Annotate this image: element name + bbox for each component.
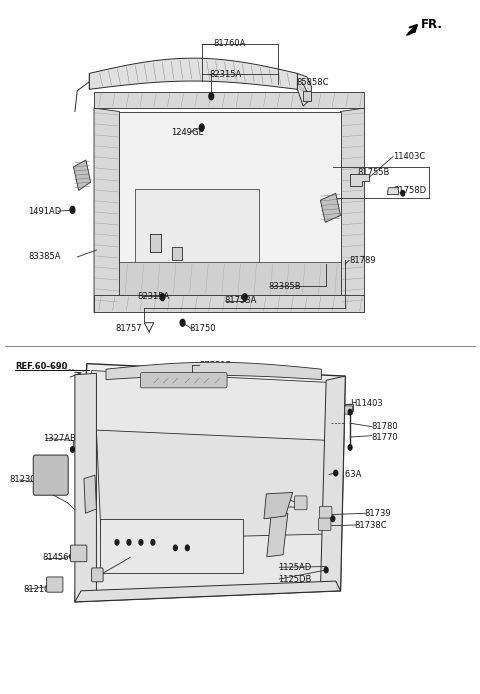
- Text: 1125DB: 1125DB: [278, 575, 312, 584]
- Polygon shape: [321, 376, 345, 591]
- FancyBboxPatch shape: [320, 507, 332, 519]
- Polygon shape: [73, 160, 91, 190]
- Text: 1125DA: 1125DA: [127, 553, 160, 562]
- FancyBboxPatch shape: [33, 455, 68, 496]
- Polygon shape: [94, 92, 364, 108]
- FancyBboxPatch shape: [135, 189, 259, 279]
- Polygon shape: [94, 295, 364, 312]
- Polygon shape: [321, 193, 340, 222]
- Polygon shape: [75, 581, 340, 602]
- Polygon shape: [94, 108, 120, 312]
- Polygon shape: [96, 430, 331, 539]
- FancyBboxPatch shape: [171, 246, 182, 260]
- Text: 82315A: 82315A: [137, 292, 169, 301]
- Text: 81789: 81789: [349, 256, 376, 265]
- Polygon shape: [144, 323, 154, 332]
- Text: 81739: 81739: [364, 509, 391, 518]
- Text: 81755B: 81755B: [357, 168, 390, 177]
- FancyBboxPatch shape: [92, 568, 103, 582]
- Text: 81770: 81770: [372, 432, 398, 441]
- Circle shape: [160, 294, 165, 301]
- Text: 1491AD: 1491AD: [28, 207, 62, 216]
- FancyBboxPatch shape: [295, 496, 307, 510]
- FancyBboxPatch shape: [303, 92, 312, 101]
- Text: 83385B: 83385B: [269, 282, 301, 291]
- Text: 1125AD: 1125AD: [278, 563, 312, 572]
- Polygon shape: [84, 371, 340, 595]
- Circle shape: [180, 319, 185, 326]
- Circle shape: [209, 93, 214, 100]
- Circle shape: [331, 516, 335, 521]
- FancyBboxPatch shape: [345, 406, 352, 414]
- Circle shape: [242, 294, 247, 301]
- Circle shape: [348, 445, 352, 450]
- Text: 1327AB: 1327AB: [43, 434, 76, 443]
- Polygon shape: [75, 373, 96, 602]
- Circle shape: [334, 471, 337, 476]
- Text: REF.60-690: REF.60-690: [15, 362, 67, 371]
- Circle shape: [401, 190, 405, 196]
- Text: 11403C: 11403C: [393, 152, 425, 161]
- Text: 82315A: 82315A: [209, 69, 241, 78]
- Circle shape: [115, 539, 119, 545]
- Text: 81780: 81780: [372, 422, 398, 431]
- Text: FR.: FR.: [421, 18, 443, 31]
- Polygon shape: [264, 493, 293, 519]
- Text: 1125AD: 1125AD: [274, 502, 307, 511]
- Polygon shape: [89, 58, 298, 90]
- Text: 85858C: 85858C: [297, 78, 329, 87]
- Circle shape: [139, 539, 143, 545]
- Text: 87321B: 87321B: [199, 360, 232, 369]
- FancyBboxPatch shape: [345, 405, 353, 412]
- Circle shape: [151, 539, 155, 545]
- Polygon shape: [340, 108, 364, 312]
- Text: 81456C: 81456C: [43, 553, 75, 562]
- Circle shape: [127, 539, 131, 545]
- Text: 81738C: 81738C: [355, 520, 387, 530]
- Text: H11403: H11403: [350, 399, 383, 408]
- Polygon shape: [267, 514, 288, 557]
- Circle shape: [199, 124, 204, 131]
- FancyBboxPatch shape: [150, 235, 160, 252]
- Text: 81230E: 81230E: [9, 475, 41, 484]
- Text: 81760A: 81760A: [214, 39, 246, 48]
- Text: 81163A: 81163A: [329, 470, 361, 479]
- FancyBboxPatch shape: [319, 518, 331, 530]
- FancyBboxPatch shape: [120, 262, 340, 295]
- Circle shape: [71, 447, 74, 452]
- Polygon shape: [84, 475, 96, 514]
- Circle shape: [348, 409, 352, 415]
- FancyBboxPatch shape: [100, 519, 243, 573]
- Text: 83385A: 83385A: [28, 253, 61, 262]
- Text: 81757: 81757: [116, 325, 142, 334]
- Text: 81753A: 81753A: [225, 296, 257, 305]
- Text: 1125DB: 1125DB: [274, 491, 307, 500]
- Text: 81758D: 81758D: [393, 186, 426, 195]
- Polygon shape: [350, 174, 369, 186]
- Circle shape: [185, 545, 189, 550]
- FancyBboxPatch shape: [71, 545, 87, 561]
- Text: 1249GE: 1249GE: [170, 128, 204, 137]
- Circle shape: [324, 567, 328, 573]
- Polygon shape: [106, 362, 322, 380]
- Text: 81210A: 81210A: [24, 585, 56, 594]
- Polygon shape: [75, 364, 345, 602]
- Polygon shape: [298, 74, 312, 106]
- Polygon shape: [407, 25, 417, 35]
- FancyBboxPatch shape: [47, 577, 63, 592]
- FancyBboxPatch shape: [120, 112, 340, 295]
- Text: 81750: 81750: [190, 325, 216, 334]
- Circle shape: [70, 206, 75, 213]
- Polygon shape: [387, 187, 399, 194]
- Circle shape: [173, 545, 177, 550]
- FancyBboxPatch shape: [141, 373, 227, 388]
